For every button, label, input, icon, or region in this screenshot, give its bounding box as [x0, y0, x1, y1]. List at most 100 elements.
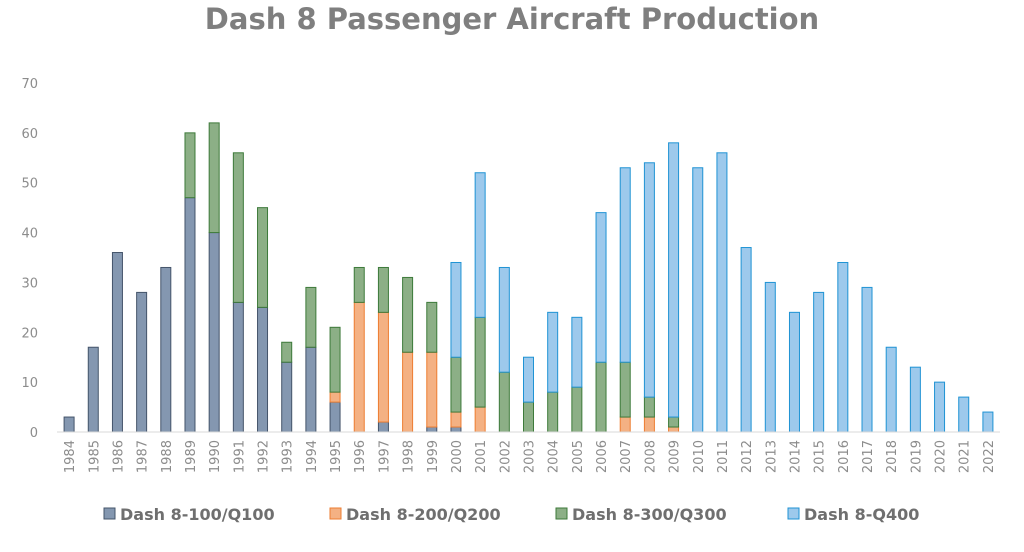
bar-segment-4-2002: [498, 266, 510, 373]
x-tick-label: 1987: [136, 440, 151, 473]
bar-segment-4-2009: [668, 142, 680, 418]
bar-segment-2-2000: [450, 411, 462, 428]
bar-segment-3-1993: [281, 341, 293, 363]
x-tick-label: 2015: [813, 440, 828, 473]
legend-label: Dash 8-100/Q100: [120, 505, 275, 524]
bar-segment-2-2001: [474, 406, 486, 433]
bar-segment-4-2010: [692, 167, 704, 433]
bar-segment-3-2007: [619, 361, 631, 418]
x-axis: 1984 1985 1986 1987 1988 1989 1990 1991 1992 1993…: [63, 440, 997, 473]
x-tick-label: 2005: [571, 440, 586, 473]
bar-segment-1-1987: [136, 291, 148, 433]
x-tick-label: 2011: [716, 440, 731, 473]
bar-segment-1-1989: [184, 197, 196, 433]
bar-segment-4-2014: [788, 311, 800, 433]
bar-segment-3-1995: [329, 326, 341, 393]
legend: Dash 8-100/Q100 Dash 8-200/Q200 Dash 8-300…: [103, 505, 919, 524]
bar-segment-2-2007: [619, 416, 631, 433]
y-tick-label: 60: [21, 127, 38, 142]
x-tick-label: 1991: [232, 440, 247, 473]
x-tick-label: 2002: [498, 440, 513, 473]
bar-segment-1-1985: [87, 346, 99, 433]
bar-segment-4-2011: [716, 152, 728, 433]
x-tick-label: 1984: [63, 440, 78, 473]
bar-segment-1-1990: [208, 232, 220, 433]
x-tick-label: 1990: [208, 440, 223, 473]
x-tick-label: 1997: [377, 440, 392, 473]
x-tick-label: 2009: [668, 440, 683, 473]
bar-segment-3-2008: [643, 396, 655, 418]
bar-segment-3-1994: [305, 286, 317, 348]
x-tick-label: 1992: [257, 440, 272, 473]
x-tick-label: 2022: [982, 440, 997, 473]
bar-segment-4-2006: [595, 212, 607, 363]
x-tick-label: 2012: [740, 440, 755, 473]
bar-segment-4-2004: [547, 311, 559, 393]
legend-swatch: [329, 507, 342, 520]
bar-segment-2-2008: [643, 416, 655, 433]
bar-segment-4-2000: [450, 261, 462, 358]
x-tick-label: 2010: [692, 440, 707, 473]
bar-segment-3-1999: [426, 301, 438, 353]
bar-segment-3-2005: [571, 386, 583, 433]
bar-segment-4-2016: [837, 261, 849, 433]
bar-segment-4-2008: [643, 162, 655, 398]
y-tick-label: 70: [21, 77, 38, 92]
x-tick-label: 2014: [788, 440, 803, 473]
x-tick-label: 2018: [885, 440, 900, 473]
y-tick-label: 40: [21, 227, 38, 242]
x-tick-label: 1985: [87, 440, 102, 473]
bar-segment-4-2020: [934, 381, 946, 433]
bar-segment-2-1996: [353, 301, 365, 433]
bar-segment-4-2021: [958, 396, 970, 433]
y-tick-label: 50: [21, 177, 38, 192]
bar-segment-1-1995: [329, 401, 341, 433]
bar-area: [63, 122, 994, 433]
bar-segment-1-1993: [281, 361, 293, 433]
bar-segment-2-2009: [668, 426, 680, 433]
x-tick-label: 1994: [305, 440, 320, 473]
legend-swatch: [787, 507, 800, 520]
chart-title: Dash 8 Passenger Aircraft Production: [204, 2, 820, 36]
legend-label: Dash 8-300/Q300: [572, 505, 727, 524]
y-tick-label: 10: [21, 376, 38, 391]
bar-segment-1-1984: [63, 416, 75, 433]
x-tick-label: 1995: [329, 440, 344, 473]
x-tick-label: 2017: [861, 440, 876, 473]
bar-segment-2-1995: [329, 391, 341, 403]
bar-segment-4-2022: [982, 411, 994, 433]
x-tick-label: 1986: [111, 440, 126, 473]
x-tick-label: 2019: [909, 440, 924, 473]
x-tick-label: 2021: [958, 440, 973, 473]
x-tick-label: 1989: [184, 440, 199, 473]
bar-segment-3-2000: [450, 356, 462, 413]
x-tick-label: 2013: [764, 440, 779, 473]
bar-segment-2-1998: [402, 351, 414, 433]
x-tick-label: 2008: [643, 440, 658, 473]
bar-segment-1-2000: [450, 426, 462, 433]
y-axis: 0 10 20 30 40 50 60 70: [21, 77, 38, 441]
bar-segment-3-2001: [474, 316, 486, 408]
bar-segment-3-1991: [232, 152, 244, 303]
bar-segment-3-2002: [498, 371, 510, 433]
bar-segment-4-2019: [909, 366, 921, 433]
bar-segment-1-1997: [377, 421, 389, 433]
bar-segment-4-2013: [764, 281, 776, 433]
bar-segment-3-1996: [353, 266, 365, 303]
bar-segment-4-2003: [523, 356, 534, 403]
legend-label: Dash 8-Q400: [804, 505, 919, 524]
bar-segment-1-1991: [232, 301, 244, 433]
bar-segment-4-2012: [740, 247, 752, 433]
x-tick-label: 2016: [837, 440, 852, 473]
bar-segment-1-1988: [160, 266, 172, 433]
bar-segment-1-1986: [111, 252, 123, 433]
bar-segment-4-2017: [861, 286, 873, 433]
bar-segment-3-2004: [547, 391, 559, 433]
bar-segment-3-1997: [377, 266, 389, 313]
y-tick-label: 0: [30, 426, 38, 441]
bar-segment-3-1998: [402, 276, 414, 353]
y-tick-label: 30: [21, 276, 38, 291]
bar-segment-4-2005: [571, 316, 583, 388]
bar-segment-3-2003: [523, 401, 534, 433]
